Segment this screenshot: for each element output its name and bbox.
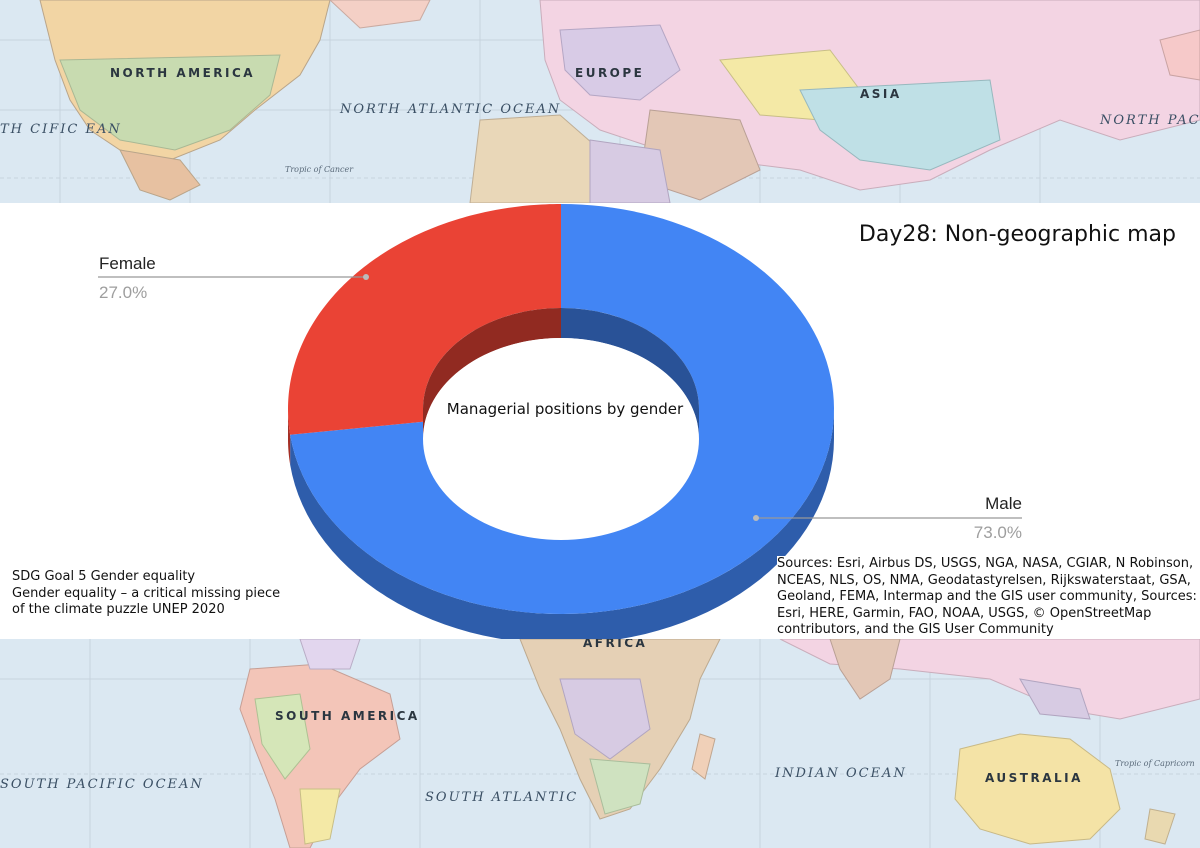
leader-dot-female — [363, 274, 369, 280]
slice-side-female — [288, 409, 291, 465]
slice-inner-wall-female-0 — [423, 308, 561, 439]
basemap-top-graphics — [0, 0, 1200, 203]
map-label-north-atlantic: NORTH ATLANTIC OCEAN — [340, 102, 562, 117]
sources-note: Sources: Esri, Airbus DS, USGS, NGA, NAS… — [777, 556, 1197, 639]
page-title: Day28: Non-geographic map — [858, 222, 1176, 247]
map-label-africa: AFRICA — [583, 639, 648, 650]
slice-top-female — [288, 204, 561, 435]
map-label-north-pacific: NORTH PACIFIC OCEAN — [1100, 113, 1200, 128]
note-left: SDG Goal 5 Gender equality Gender equali… — [12, 569, 292, 619]
map-label-tropic-cancer: Tropic of Cancer — [285, 165, 354, 174]
slice-percent-male: 73.0% — [973, 523, 1022, 542]
map-label-south-atlantic: SOUTH ATLANTIC — [425, 790, 579, 805]
note-left-line-1: SDG Goal 5 Gender equality — [12, 569, 196, 584]
map-label-asia: ASIA — [860, 87, 902, 101]
basemap-bottom-graphics — [0, 639, 1200, 848]
map-label-europe: EUROPE — [575, 66, 645, 80]
slice-percent-female: 27.0% — [99, 283, 148, 302]
basemap-top: NORTH AMERICA EUROPE ASIA NORTH ATLANTIC… — [0, 0, 1200, 203]
note-left-line-3: of the climate puzzle UNEP 2020 — [12, 602, 225, 617]
note-left-line-2: Gender equality – a critical missing pie… — [12, 585, 281, 601]
slice-top-male — [290, 204, 834, 614]
map-label-australia: AUSTRALIA — [985, 771, 1083, 785]
slice-label-female: Female — [99, 254, 156, 273]
map-label-south-pacific: SOUTH PACIFIC OCEAN — [0, 777, 204, 792]
donut-hole — [423, 338, 699, 540]
map-label-tropic-capricorn: Tropic of Capricorn — [1115, 759, 1195, 768]
basemap-bottom: AFRICA SOUTH AMERICA SOUTH PACIFIC OCEAN… — [0, 639, 1200, 848]
map-label-south-america: SOUTH AMERICA — [275, 709, 420, 723]
leader-dot-male — [753, 515, 759, 521]
map-label-north-america: NORTH AMERICA — [110, 60, 253, 86]
donut-chart — [98, 204, 1022, 639]
slice-label-male: Male — [985, 494, 1022, 513]
chart-center-title: Managerial positions by gender — [446, 400, 684, 418]
map-label-north-america-text: NORTH AMERICA — [110, 66, 256, 80]
map-label-indian-ocean: INDIAN OCEAN — [775, 766, 907, 781]
slice-inner-wall-male-1 — [561, 308, 699, 439]
map-label-north-pacific-left: TH CIFIC EAN — [0, 122, 122, 137]
